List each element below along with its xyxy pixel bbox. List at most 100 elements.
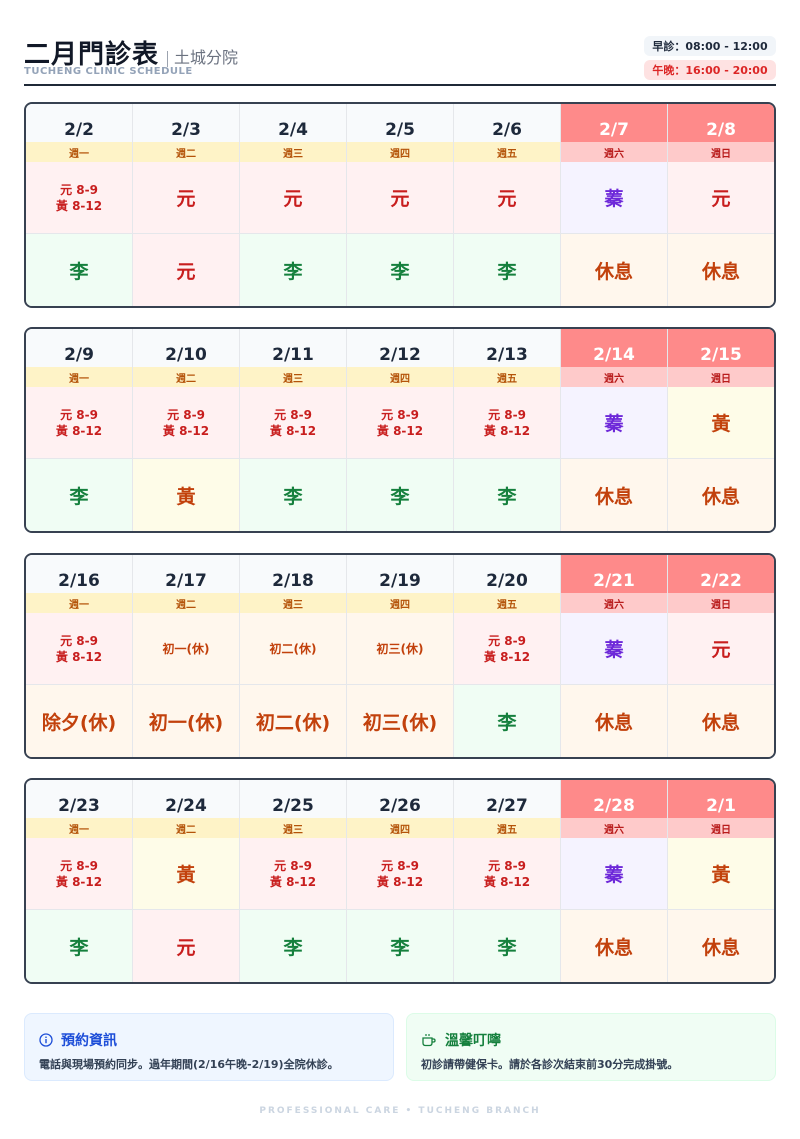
morning-doctors: 黃	[711, 409, 730, 436]
morning-doctor: 蓁	[604, 413, 624, 435]
morning-session: 黃	[668, 387, 774, 459]
evening-session: 李	[347, 234, 453, 306]
day-weekday: 週三	[240, 142, 346, 162]
morning-doctor: 黃 8-12	[376, 874, 424, 889]
morning-session: 元	[240, 162, 346, 234]
evening-session: 李	[26, 910, 132, 982]
evening-session: 休息	[561, 910, 667, 982]
day-column: 2/24 週二黃元	[133, 780, 240, 982]
morning-doctors: 元 8-9 黃 8-12	[56, 407, 102, 439]
week-block: 2/2 週一元 8-9 黃 8-12 李 2/3 週二元元 2/4 週三元李 2/5 週四元李 2/…	[24, 102, 776, 308]
booking-info-title: 預約資訊	[61, 1033, 117, 1049]
day-column: 2/9 週一元 8-9 黃 8-12 李	[26, 329, 133, 531]
english-subtitle: TUCHENG CLINIC SCHEDULE	[24, 66, 193, 77]
morning-doctor: 元	[176, 188, 196, 210]
morning-doctor: 黃 8-12	[483, 649, 531, 664]
evening-doctor: 休息	[701, 485, 740, 508]
morning-doctors: 蓁	[604, 184, 623, 211]
page-header: 二月門診表 土城分院 TUCHENG CLINIC SCHEDULE 早診：08…	[24, 28, 776, 86]
day-weekday: 週五	[454, 593, 560, 613]
title-row: 二月門診表 土城分院	[24, 34, 238, 71]
evening-session: 休息	[561, 234, 667, 306]
day-date: 2/20	[454, 555, 560, 593]
morning-doctor: 初一(休)	[162, 641, 210, 656]
day-weekday: 週二	[133, 593, 239, 613]
day-column: 2/12 週四元 8-9 黃 8-12 李	[347, 329, 454, 531]
evening-doctor: 休息	[701, 711, 740, 734]
morning-session: 蓁	[561, 162, 667, 234]
day-date: 2/19	[347, 555, 453, 593]
evening-session: 李	[454, 685, 560, 757]
day-date: 2/22	[668, 555, 774, 593]
info-icon	[39, 1033, 53, 1047]
day-date: 2/8	[668, 104, 774, 142]
morning-doctor: 元 8-9	[60, 407, 98, 422]
evening-doctor: 李	[390, 936, 410, 959]
morning-doctors: 元 8-9 黃 8-12	[484, 633, 530, 665]
morning-doctor: 初三(休)	[376, 641, 424, 656]
morning-doctors: 元	[497, 184, 516, 211]
day-date: 2/14	[561, 329, 667, 367]
morning-doctors: 元	[711, 635, 730, 662]
day-weekday: 週六	[561, 593, 667, 613]
day-weekday: 週六	[561, 142, 667, 162]
day-column: 2/1 週日黃休息	[668, 780, 774, 982]
morning-session: 初二(休)	[240, 613, 346, 685]
day-column: 2/18 週三 初二(休) 初二(休)	[240, 555, 347, 757]
evening-session: 李	[347, 459, 453, 531]
day-column: 2/11 週三元 8-9 黃 8-12 李	[240, 329, 347, 531]
morning-doctors: 元 8-9 黃 8-12	[163, 407, 209, 439]
evening-doctor: 休息	[594, 260, 633, 283]
morning-session: 黃	[668, 838, 774, 910]
morning-doctor: 元 8-9	[167, 407, 205, 422]
morning-doctor: 黃	[176, 864, 196, 886]
day-date: 2/6	[454, 104, 560, 142]
morning-doctors: 黃	[711, 860, 730, 887]
day-date: 2/27	[454, 780, 560, 818]
day-weekday: 週日	[668, 593, 774, 613]
day-date: 2/5	[347, 104, 453, 142]
evening-doctor: 李	[390, 485, 410, 508]
branch-label: 土城分院	[174, 48, 239, 67]
morning-doctors: 元 8-9 黃 8-12	[377, 858, 423, 890]
day-column: 2/13 週五元 8-9 黃 8-12 李	[454, 329, 561, 531]
evening-session: 李	[454, 459, 560, 531]
morning-doctors: 元 8-9 黃 8-12	[56, 633, 102, 665]
day-date: 2/18	[240, 555, 346, 593]
morning-doctor: 黃 8-12	[269, 423, 317, 438]
morning-hours-badge: 早診：08:00 - 12:00	[644, 36, 776, 56]
booking-info-heading: 預約資訊	[39, 1030, 379, 1050]
day-date: 2/12	[347, 329, 453, 367]
evening-doctor: 初二(休)	[255, 711, 331, 734]
booking-info-card: 預約資訊 電話與現場預約同步。過年期間(2/16午晚-2/19)全院休診。	[24, 1013, 394, 1081]
evening-doctor: 李	[497, 485, 517, 508]
day-column: 2/8 週日元休息	[668, 104, 774, 306]
morning-doctor: 元	[711, 639, 731, 661]
morning-session: 元 8-9 黃 8-12	[347, 838, 453, 910]
week-block: 2/9 週一元 8-9 黃 8-12 李 2/10 週二元 8-9 黃 8-12 黃 2/11 週…	[24, 327, 776, 533]
reminder-heading: 溫馨叮嚀	[421, 1030, 761, 1050]
day-date: 2/9	[26, 329, 132, 367]
day-column: 2/7 週六蓁休息	[561, 104, 668, 306]
morning-doctor: 黃 8-12	[269, 874, 317, 889]
morning-doctor: 元 8-9	[488, 633, 526, 648]
morning-session: 初三(休)	[347, 613, 453, 685]
day-column: 2/10 週二元 8-9 黃 8-12 黃	[133, 329, 240, 531]
morning-doctor: 蓁	[604, 864, 624, 886]
morning-doctors: 蓁	[604, 409, 623, 436]
morning-session: 元 8-9 黃 8-12	[26, 162, 132, 234]
evening-doctor: 李	[390, 260, 410, 283]
day-column: 2/26 週四元 8-9 黃 8-12 李	[347, 780, 454, 982]
booking-info-text: 電話與現場預約同步。過年期間(2/16午晚-2/19)全院休診。	[39, 1058, 339, 1071]
evening-doctor: 李	[497, 936, 517, 959]
morning-session: 元	[454, 162, 560, 234]
day-weekday: 週三	[240, 367, 346, 387]
clinic-hours: 早診：08:00 - 12:00 午晚：16:00 - 20:00	[644, 36, 776, 84]
evening-doctor: 休息	[594, 711, 633, 734]
day-column: 2/20 週五元 8-9 黃 8-12 李	[454, 555, 561, 757]
day-weekday: 週日	[668, 818, 774, 838]
day-column: 2/5 週四元李	[347, 104, 454, 306]
day-date: 2/2	[26, 104, 132, 142]
morning-doctor: 元 8-9	[60, 858, 98, 873]
morning-session: 元 8-9 黃 8-12	[26, 838, 132, 910]
